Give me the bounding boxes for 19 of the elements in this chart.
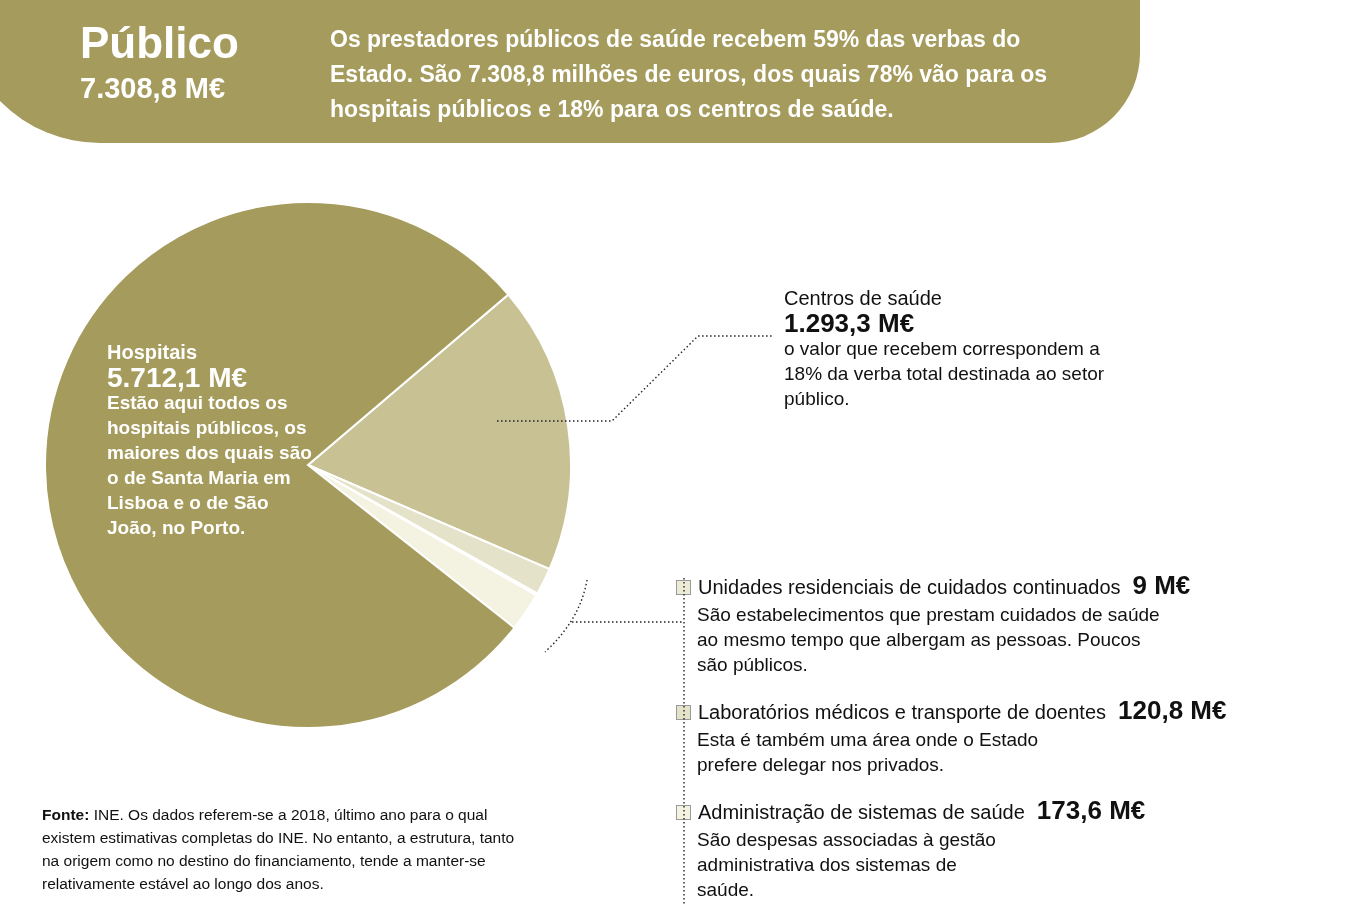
text: o valor que recebem correspondem a 18% da verba total destinada ao setor público. bbox=[784, 337, 1106, 411]
slice-label: Hospitais bbox=[107, 341, 198, 363]
text: Esta é também uma área onde o Estado prefere delegar nos privados. bbox=[697, 728, 1040, 777]
chart-subtitle: 7.308,8 M€ bbox=[80, 72, 226, 105]
legend-label: Unidades residenciais de cuidados continuados bbox=[698, 576, 1121, 598]
data-label: 9 M€ bbox=[1132, 570, 1191, 600]
text: São estabelecimentos que prestam cuidados de saúde ao mesmo tempo que albergam as pessoas. Poucos são públicos. bbox=[697, 603, 1161, 677]
chart-title: Público bbox=[80, 18, 239, 68]
slice-label: Centros de saúde bbox=[784, 287, 942, 309]
source-note: Fonte: INE. Os dados referem-se a 2018, último ano para o qual existem estimativas completas do INE. No entanto, a estrutura, tanto na origem como no destino do financiamento, tende a manter-se relativamente estável ao longo dos anos. bbox=[42, 806, 515, 892]
data-label: 173,6 M€ bbox=[1036, 795, 1146, 825]
legend-label: Laboratórios médicos e transporte de doentes bbox=[698, 701, 1107, 723]
data-label: 1.293,3 M€ bbox=[784, 308, 916, 338]
data-label: 5.712,1 M€ bbox=[107, 362, 249, 393]
data-label: 120,8 M€ bbox=[1118, 695, 1227, 725]
legend-label: Administração de sistemas de saúde bbox=[698, 801, 1025, 823]
text: Os prestadores públicos de saúde recebem 59% das verbas do Estado. São 7.308,8 milhões de euros, dos quais 78% vão para os hospitais públicos e 18% para os centros de saúde. bbox=[330, 25, 1049, 124]
text: São despesas associadas à gestão administrativa dos sistemas de saúde. bbox=[697, 828, 997, 902]
text: Estão aqui todos os hospitais públicos, os maiores dos quais são o de Santa Maria em Lisboa e o de São João, no Porto. bbox=[107, 392, 313, 540]
